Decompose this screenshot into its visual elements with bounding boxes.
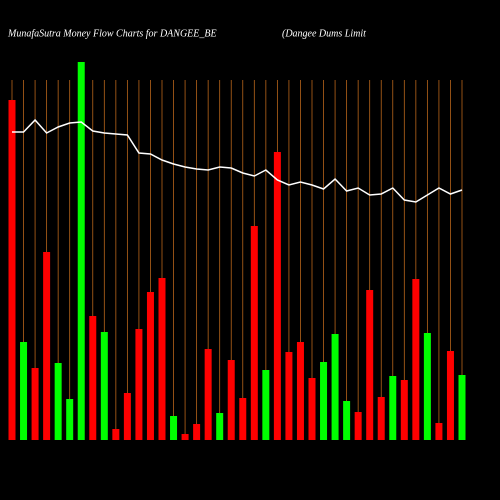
bar <box>158 278 166 440</box>
bar <box>262 370 270 440</box>
bar <box>181 434 189 440</box>
bar <box>112 429 120 440</box>
bar <box>66 399 74 440</box>
bar <box>77 62 85 440</box>
bar <box>458 375 466 440</box>
bar <box>377 397 385 440</box>
bar <box>446 351 454 440</box>
bar <box>123 393 131 440</box>
bar <box>343 401 351 440</box>
bar <box>239 398 247 440</box>
bar <box>31 368 39 440</box>
bar <box>400 380 408 440</box>
bar <box>100 332 108 440</box>
chart-subtitle: (Dangee Dums Limit <box>282 28 366 39</box>
bar <box>43 252 51 440</box>
money-flow-line <box>12 118 463 203</box>
bar <box>423 333 431 440</box>
bar <box>204 349 212 440</box>
bar <box>193 424 201 440</box>
bar <box>273 152 281 440</box>
bar <box>135 329 143 440</box>
bar <box>8 100 16 440</box>
bar <box>389 376 397 440</box>
bar <box>412 279 420 440</box>
bar <box>366 290 374 440</box>
bar <box>435 423 443 440</box>
bar <box>170 416 178 440</box>
bar <box>308 378 316 440</box>
bar <box>146 292 154 440</box>
bar <box>296 342 304 440</box>
bar <box>20 342 28 440</box>
bar <box>320 362 328 440</box>
bar <box>285 352 293 440</box>
bar <box>89 316 97 440</box>
bar <box>331 334 339 440</box>
bar <box>227 360 235 440</box>
bar <box>250 226 258 440</box>
bar <box>354 412 362 440</box>
bar <box>54 363 62 440</box>
chart-title: MunafaSutra Money Flow Charts for DANGEE… <box>7 28 217 39</box>
bar <box>216 413 224 440</box>
